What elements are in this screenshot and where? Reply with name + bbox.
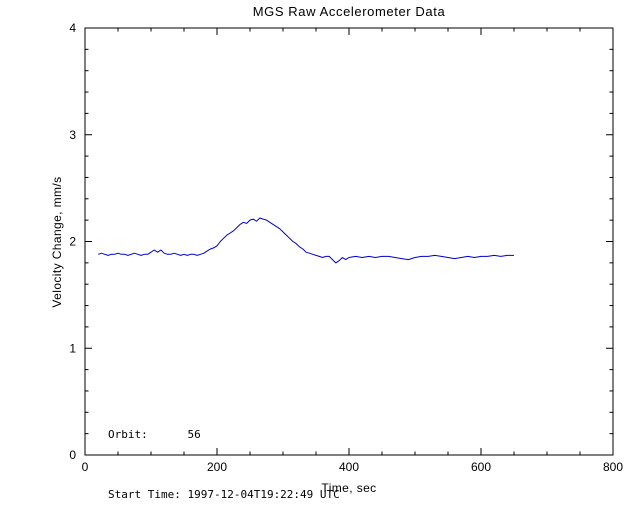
annotation-orbit: Orbit: 56 <box>108 428 201 441</box>
chart-title: MGS Raw Accelerometer Data <box>252 4 446 19</box>
x-tick-label: 400 <box>339 460 359 474</box>
y-tick-label: 0 <box>69 448 76 462</box>
x-axis-label: Time, sec <box>321 481 377 495</box>
x-tick-label: 200 <box>207 460 227 474</box>
x-tick-label: 0 <box>82 460 89 474</box>
x-tick-label: 600 <box>471 460 491 474</box>
y-tick-label: 3 <box>69 128 76 142</box>
x-tick-label: 800 <box>603 460 623 474</box>
data-line-velocity-change <box>98 217 514 264</box>
annotation-start-time: Start Time: 1997-12-04T19:22:49 UTC <box>108 488 340 501</box>
y-tick-label: 1 <box>69 341 76 355</box>
axis-box <box>84 27 614 456</box>
annotation-block: Orbit: 56 Start Time: 1997-12-04T19:22:4… <box>108 385 340 512</box>
y-tick-label: 2 <box>69 235 76 249</box>
y-tick-label: 4 <box>69 21 76 35</box>
